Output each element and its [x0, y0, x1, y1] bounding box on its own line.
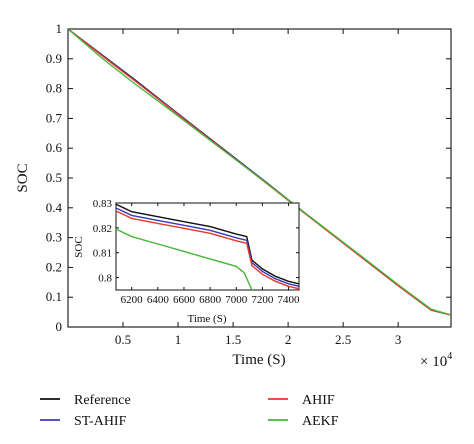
chart-legend: Reference AHIF ST-AHIF AEKF [40, 393, 339, 429]
x-axis-multiplier-base: × 10 [420, 354, 447, 370]
main-x-tick-label: 1.5 [225, 332, 241, 347]
main-x-tick-label: 2 [285, 332, 292, 347]
main-x-tick-label: 3 [395, 332, 402, 347]
main-y-tick-label: 0.6 [46, 140, 63, 155]
inset-y-tick-label: 0.8 [98, 273, 112, 285]
inset-y-tick-label: 0.83 [93, 198, 113, 210]
inset-series-st-ahif [116, 207, 299, 287]
inset-x-tick-label: 7000 [225, 294, 248, 306]
legend-label-ahif: AHIF [302, 393, 335, 408]
inset-y-axis-title: SOC [73, 236, 85, 257]
inset-y-tick-label: 0.81 [93, 248, 112, 260]
main-y-axis-title: SOC [15, 163, 31, 192]
main-y-tick-label: 0.2 [46, 259, 62, 274]
inset-axis-ticks: 6200 6400 6600 6800 7000 7200 7400 0.8 0.81 0.82 0… [93, 198, 300, 306]
main-x-tick-label: 1 [175, 332, 182, 347]
main-x-axis-title: Time (S) [232, 352, 285, 368]
main-y-tick-label: 0.7 [46, 110, 63, 125]
main-axis-ticks: 0.5 1 1.5 2 2.5 3 0 0.1 0.2 0.3 0.4 0.5 0.6 0.7 0.8 0.9… [46, 21, 451, 347]
legend-label-aekf: AEKF [302, 414, 339, 429]
x-axis-multiplier-exponent: 4 [447, 351, 452, 362]
main-y-tick-label: 0.5 [46, 170, 62, 185]
x-axis-multiplier: × 104 [420, 351, 452, 370]
main-x-tick-label: 0.5 [115, 332, 131, 347]
inset-series-aekf [116, 228, 253, 290]
main-y-tick-label: 1 [56, 21, 63, 36]
inset-x-tick-label: 6600 [173, 294, 196, 306]
inset-series-group [116, 203, 299, 290]
inset-x-axis-title: Time (S) [187, 313, 226, 325]
inset-series-ahif [116, 210, 299, 290]
inset-series-reference [116, 203, 299, 285]
main-x-tick-label: 2.5 [335, 332, 351, 347]
main-y-tick-label: 0.1 [46, 289, 62, 304]
main-y-tick-label: 0 [56, 319, 63, 334]
main-y-tick-label: 0.4 [46, 200, 63, 215]
inset-x-tick-label: 6400 [147, 294, 170, 306]
inset-x-tick-label: 6200 [121, 294, 144, 306]
inset-y-tick-label: 0.82 [93, 223, 112, 235]
inset-x-tick-label: 7200 [251, 294, 274, 306]
inset-x-tick-label: 6800 [199, 294, 222, 306]
main-series-aekf [68, 29, 451, 316]
inset-x-tick-label: 7400 [278, 294, 301, 306]
legend-label-st-ahif: ST-AHIF [74, 414, 127, 429]
main-y-tick-label: 0.9 [46, 51, 62, 66]
main-series-group [68, 29, 451, 316]
main-y-tick-label: 0.8 [46, 81, 62, 96]
legend-label-reference: Reference [74, 393, 131, 408]
main-y-tick-label: 0.3 [46, 230, 62, 245]
